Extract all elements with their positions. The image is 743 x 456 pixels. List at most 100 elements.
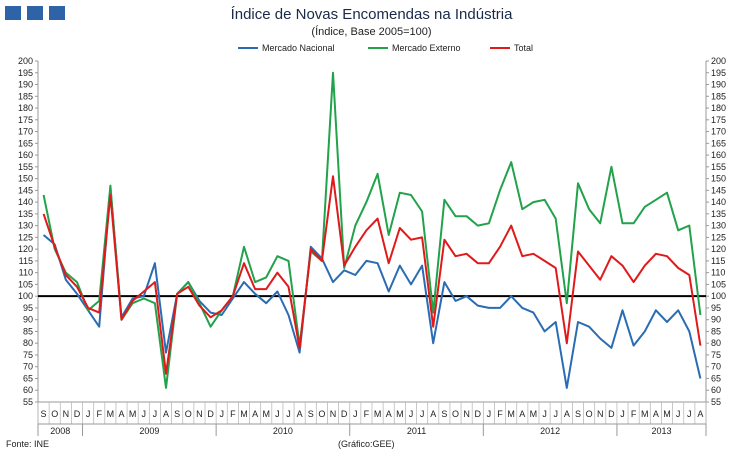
y-tick-label-right: 200 — [711, 56, 726, 66]
x-tick-label: M — [530, 409, 538, 419]
x-tick-label: J — [86, 409, 91, 419]
y-tick-label-left: 170 — [18, 127, 33, 137]
y-tick-label-right: 160 — [711, 150, 726, 160]
chart-title: Índice de Novas Encomendas na Indústria — [230, 6, 513, 23]
x-tick-label: D — [207, 409, 214, 419]
x-tick-label: J — [420, 409, 425, 419]
legend-label: Mercado Nacional — [262, 43, 335, 53]
x-tick-label: M — [396, 409, 404, 419]
y-tick-label-left: 125 — [18, 232, 33, 242]
x-tick-label: M — [507, 409, 515, 419]
x-tick-label: A — [653, 409, 659, 419]
year-label: 2012 — [540, 426, 560, 436]
source-note: Fonte: INE — [6, 439, 50, 449]
y-tick-label-right: 145 — [711, 185, 726, 195]
x-tick-label: S — [308, 409, 314, 419]
year-label: 2009 — [139, 426, 159, 436]
x-tick-label: F — [497, 409, 503, 419]
y-tick-label-left: 185 — [18, 91, 33, 101]
legend-label: Total — [514, 43, 533, 53]
y-tick-label-left: 165 — [18, 138, 33, 148]
y-tick-label-left: 65 — [23, 373, 33, 383]
year-label: 2011 — [407, 426, 426, 436]
y-tick-label-left: 120 — [18, 244, 33, 254]
x-tick-label: J — [409, 409, 414, 419]
x-tick-label: M — [107, 409, 115, 419]
x-tick-label: M — [262, 409, 270, 419]
x-tick-label: F — [364, 409, 370, 419]
x-tick-label: J — [219, 409, 224, 419]
y-tick-label-left: 200 — [18, 56, 33, 66]
y-tick-label-right: 135 — [711, 209, 726, 219]
y-tick-label-left: 135 — [18, 209, 33, 219]
logo-block-2 — [27, 6, 43, 20]
y-tick-label-left: 55 — [23, 397, 33, 407]
x-tick-label: M — [641, 409, 649, 419]
x-tick-label: J — [553, 409, 558, 419]
year-label: 2010 — [273, 426, 293, 436]
x-tick-label: N — [597, 409, 604, 419]
y-tick-label-right: 90 — [711, 315, 721, 325]
y-tick-label-left: 160 — [18, 150, 33, 160]
y-tick-label-right: 175 — [711, 115, 726, 125]
x-tick-label: M — [663, 409, 671, 419]
y-tick-label-left: 110 — [19, 268, 33, 278]
y-tick-label-right: 115 — [711, 256, 725, 266]
x-tick-label: A — [697, 409, 703, 419]
series-line-mercado-externo — [42, 71, 702, 389]
y-tick-label-right: 65 — [711, 373, 721, 383]
y-tick-label-left: 145 — [18, 185, 33, 195]
y-tick-label-left: 105 — [18, 279, 33, 289]
x-tick-label: A — [564, 409, 570, 419]
x-tick-label: J — [142, 409, 147, 419]
chart-subtitle: (Índice, Base 2005=100) — [311, 26, 432, 38]
y-tick-label-right: 180 — [711, 103, 726, 113]
y-tick-label-left: 195 — [18, 68, 33, 78]
y-tick-label-right: 155 — [711, 162, 726, 172]
x-tick-label: O — [318, 409, 325, 419]
x-tick-label: J — [275, 409, 280, 419]
y-tick-label-right: 75 — [711, 350, 721, 360]
y-tick-label-right: 60 — [711, 385, 721, 395]
x-tick-label: A — [252, 409, 258, 419]
y-tick-label-left: 180 — [18, 103, 33, 113]
y-tick-label-left: 90 — [23, 315, 33, 325]
y-tick-label-right: 125 — [711, 232, 726, 242]
y-tick-label-left: 85 — [23, 326, 33, 336]
y-tick-label-right: 120 — [711, 244, 726, 254]
x-tick-label: D — [74, 409, 81, 419]
y-tick-label-right: 100 — [711, 291, 726, 301]
x-tick-label: F — [631, 409, 637, 419]
y-tick-label-left: 75 — [23, 350, 33, 360]
y-tick-label-left: 115 — [19, 256, 33, 266]
y-tick-label-right: 95 — [711, 303, 721, 313]
x-tick-label: O — [586, 409, 593, 419]
x-tick-label: J — [487, 409, 492, 419]
x-tick-label: F — [96, 409, 102, 419]
y-tick-label-left: 150 — [18, 174, 33, 184]
x-tick-label: J — [286, 409, 291, 419]
x-tick-label: J — [620, 409, 625, 419]
x-tick-label: O — [452, 409, 459, 419]
x-tick-label: D — [341, 409, 348, 419]
x-tick-label: A — [163, 409, 169, 419]
x-tick-label: O — [185, 409, 192, 419]
y-tick-label-left: 140 — [18, 197, 33, 207]
x-tick-label: S — [41, 409, 47, 419]
logo-block-1 — [5, 6, 21, 20]
x-tick-label: A — [519, 409, 525, 419]
y-tick-label-right: 85 — [711, 326, 721, 336]
y-tick-label-right: 110 — [711, 268, 725, 278]
x-tick-label: N — [63, 409, 70, 419]
x-tick-label: M — [129, 409, 137, 419]
x-tick-label: J — [676, 409, 681, 419]
y-tick-label-right: 140 — [711, 197, 726, 207]
x-tick-label: A — [430, 409, 436, 419]
y-tick-label-right: 105 — [711, 279, 726, 289]
x-tick-label: J — [353, 409, 358, 419]
x-tick-label: A — [386, 409, 392, 419]
x-tick-label: D — [475, 409, 482, 419]
y-tick-label-left: 190 — [18, 80, 33, 90]
y-tick-label-left: 130 — [18, 221, 33, 231]
y-tick-label-right: 195 — [711, 68, 726, 78]
